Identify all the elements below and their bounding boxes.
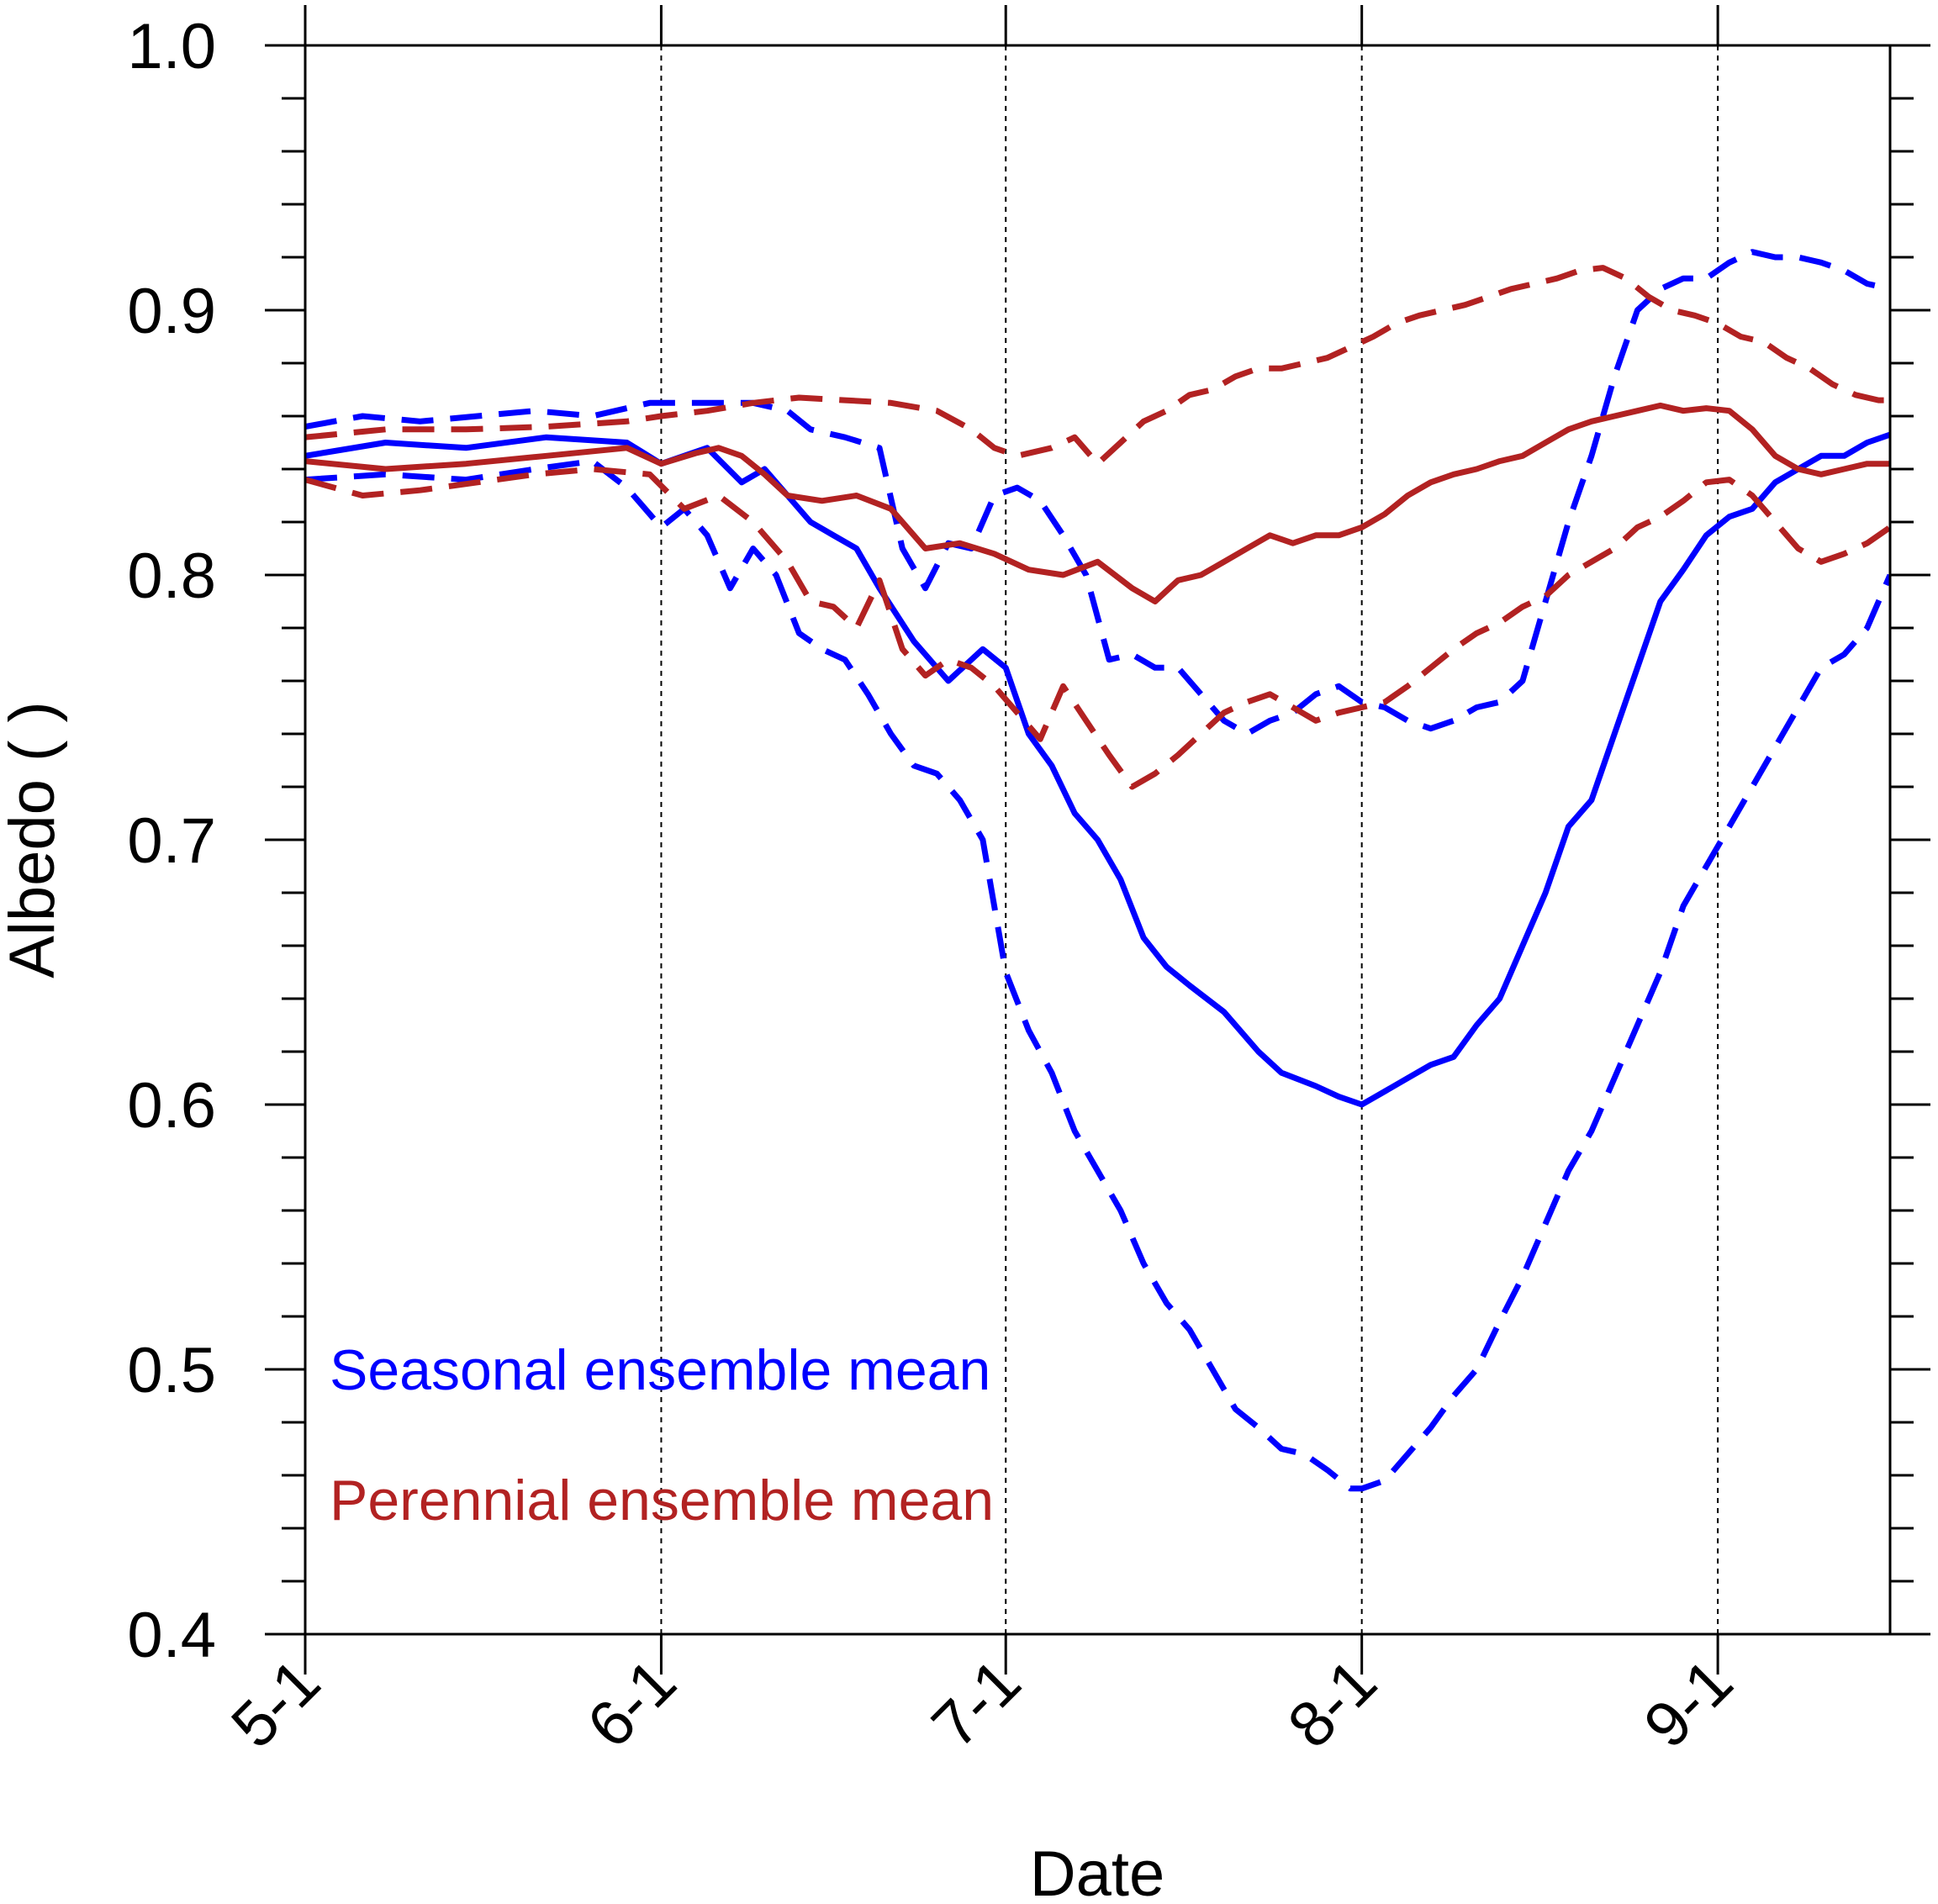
y-tick-label: 0.6 [127,1070,216,1142]
x-tick-label: 6-1 [574,1646,690,1762]
y-tick-label: 0.4 [127,1600,216,1671]
series-line-1-dash-upper [305,249,1890,737]
y-tick-label: 0.8 [127,541,216,612]
x-tick-label: 9-1 [1630,1646,1746,1762]
y-axis-title: Albedo ( ) [0,701,68,978]
y-tick-label: 0.7 [127,805,216,877]
x-tick-label: 5-1 [218,1646,334,1762]
series-line-3-solid [305,402,1890,604]
series-line-5-dash-lower [305,466,1890,790]
y-tick-label: 1.0 [127,11,216,82]
series-lines [305,249,1890,1492]
legend-perennial: Perennial ensemble mean [330,1469,994,1532]
vertical-gridlines [660,45,1719,1634]
x-tick-labels: 5-1 6-1 7-1 8-1 9-1 [218,1646,1746,1762]
series-line-0-solid [305,431,1890,1108]
x-axis-title: Date [1030,1838,1165,1904]
x-tick-label: 8-1 [1275,1646,1391,1762]
y-tick-labels: 0.4 0.5 0.6 0.7 0.8 0.9 1.0 [127,11,216,1671]
series-line-4-dash-upper [305,265,1890,467]
legend-seasonal: Seasonal ensemble mean [330,1338,990,1402]
series-line-2-dash-lower [305,458,1890,1492]
y-tick-label: 0.9 [127,276,216,347]
y-tick-label: 0.5 [127,1335,216,1406]
axis-ticks [265,5,1930,1675]
x-tick-label: 7-1 [918,1646,1034,1762]
